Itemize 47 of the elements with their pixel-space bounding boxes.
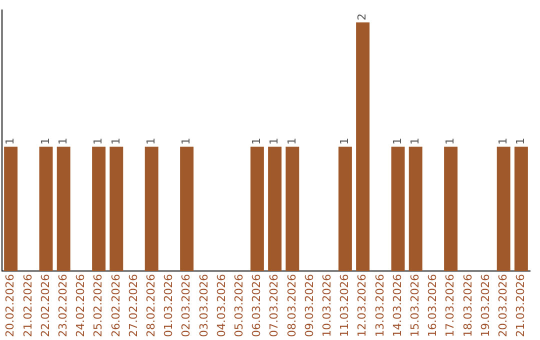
x-tick-label: 03.03.2026 (197, 274, 210, 338)
data-label: 1 (180, 138, 193, 145)
x-tick-label: 28.02.2026 (144, 274, 158, 338)
x-tick-label: 20.02.2026 (4, 274, 17, 338)
data-label: 1 (250, 138, 264, 145)
x-tick-label: 19.03.2026 (478, 274, 492, 338)
x-tick-label: 17.03.2026 (444, 274, 457, 338)
x-tick-label: 09.03.2026 (302, 274, 316, 338)
data-label: 1 (38, 138, 52, 145)
data-label: 1 (444, 138, 457, 145)
data-label: 1 (4, 138, 17, 145)
x-tick-label: 22.02.2026 (38, 274, 52, 338)
x-tick-label: 20.03.2026 (496, 274, 510, 338)
x-tick-label: 04.03.2026 (214, 274, 228, 338)
data-label: 1 (92, 138, 105, 145)
data-label: 1 (109, 138, 122, 145)
x-tick-label: 23.02.2026 (56, 274, 70, 338)
x-tick-label: 27.02.2026 (126, 274, 140, 338)
x-tick-label: 05.03.2026 (232, 274, 246, 338)
data-label: 1 (408, 138, 422, 145)
x-tick-label: 21.02.2026 (21, 274, 34, 338)
x-tick-label: 01.03.2026 (162, 274, 176, 338)
data-label: 1 (268, 138, 281, 145)
x-tick-label: 12.03.2026 (356, 274, 369, 338)
x-tick-label: 16.03.2026 (426, 274, 440, 338)
x-tick-label: 08.03.2026 (285, 274, 298, 338)
data-label: 1 (144, 138, 158, 145)
data-label: 2 (356, 13, 369, 20)
data-label: 1 (390, 138, 404, 145)
x-tick-label: 26.02.2026 (109, 274, 122, 338)
x-tick-label: 07.03.2026 (268, 274, 281, 338)
x-tick-label: 24.02.2026 (74, 274, 88, 338)
x-tick-label: 10.03.2026 (320, 274, 334, 338)
x-tick-label: 14.03.2026 (390, 274, 404, 338)
data-label: 1 (338, 138, 352, 145)
x-tick-label: 15.03.2026 (408, 274, 422, 338)
x-tick-label: 13.03.2026 (373, 274, 386, 338)
data-label: 1 (496, 138, 510, 145)
x-tick-label: 11.03.2026 (338, 274, 352, 338)
x-tick-label: 25.02.2026 (92, 274, 105, 338)
data-label: 1 (285, 138, 298, 145)
data-label: 1 (514, 138, 528, 145)
x-tick-label: 02.03.2026 (180, 274, 193, 338)
x-tick-label: 18.03.2026 (461, 274, 474, 338)
data-label: 1 (56, 138, 70, 145)
x-tick-label: 06.03.2026 (250, 274, 264, 338)
x-tick-label: 21.03.2026 (514, 274, 528, 338)
